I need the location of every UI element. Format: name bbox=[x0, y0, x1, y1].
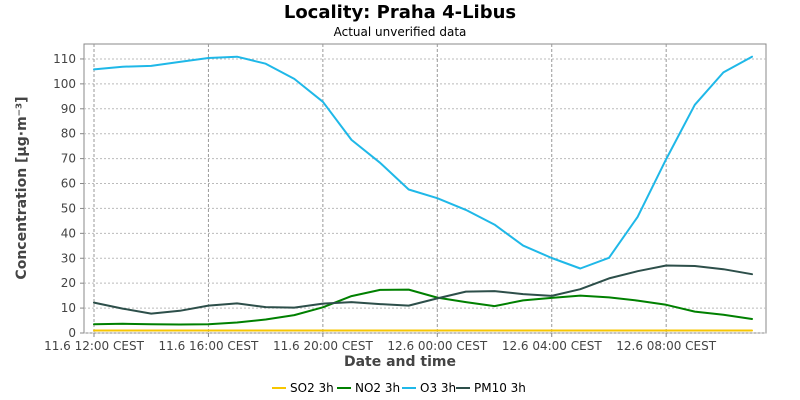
legend: SO2 3h NO2 3h O3 3h PM10 3h bbox=[272, 381, 526, 395]
x-tick-label: 12.6 00:00 CEST bbox=[387, 339, 488, 353]
legend-label: SO2 3h bbox=[290, 381, 334, 395]
y-tick-label: 10 bbox=[61, 301, 76, 315]
plot-area bbox=[83, 43, 767, 334]
series-line-pm10-3h bbox=[93, 264, 753, 315]
y-tick-label: 50 bbox=[61, 201, 76, 215]
x-tick-label: 11.6 16:00 CEST bbox=[159, 339, 260, 353]
y-tick-label: 40 bbox=[61, 226, 76, 240]
y-tick-label: 70 bbox=[61, 152, 76, 166]
x-tick-label: 11.6 20:00 CEST bbox=[273, 339, 374, 353]
y-tick-label: 100 bbox=[53, 77, 76, 91]
y-tick-label: 110 bbox=[53, 52, 76, 66]
y-tick-label: 20 bbox=[61, 276, 76, 290]
y-tick-label: 30 bbox=[61, 251, 76, 265]
axes: 0 10 20 30 40 50 60 70 80 90 100 110 11.6 12:00 CEST… bbox=[44, 52, 717, 353]
series-lines bbox=[93, 55, 753, 332]
y-tick-label: 80 bbox=[61, 127, 76, 141]
x-tick-label: 12.6 08:00 CEST bbox=[616, 339, 717, 353]
x-tick-label: 12.6 04:00 CEST bbox=[502, 339, 603, 353]
series-line-o3-3h bbox=[93, 55, 753, 270]
y-tick-label: 0 bbox=[68, 326, 76, 340]
x-tick-label: 11.6 12:00 CEST bbox=[44, 339, 145, 353]
series-line-no2-3h bbox=[93, 288, 753, 326]
chart-title: Locality: Praha 4-Libus bbox=[284, 2, 516, 23]
legend-label: O3 3h bbox=[420, 381, 456, 395]
y-axis-label: Concentration [µg·m⁻³] bbox=[14, 96, 30, 279]
y-tick-label: 60 bbox=[61, 177, 76, 191]
y-tick-label: 90 bbox=[61, 102, 76, 116]
legend-label: PM10 3h bbox=[474, 381, 526, 395]
legend-label: NO2 3h bbox=[355, 381, 400, 395]
x-axis-label: Date and time bbox=[344, 354, 456, 370]
chart-subtitle: Actual unverified data bbox=[334, 25, 467, 39]
